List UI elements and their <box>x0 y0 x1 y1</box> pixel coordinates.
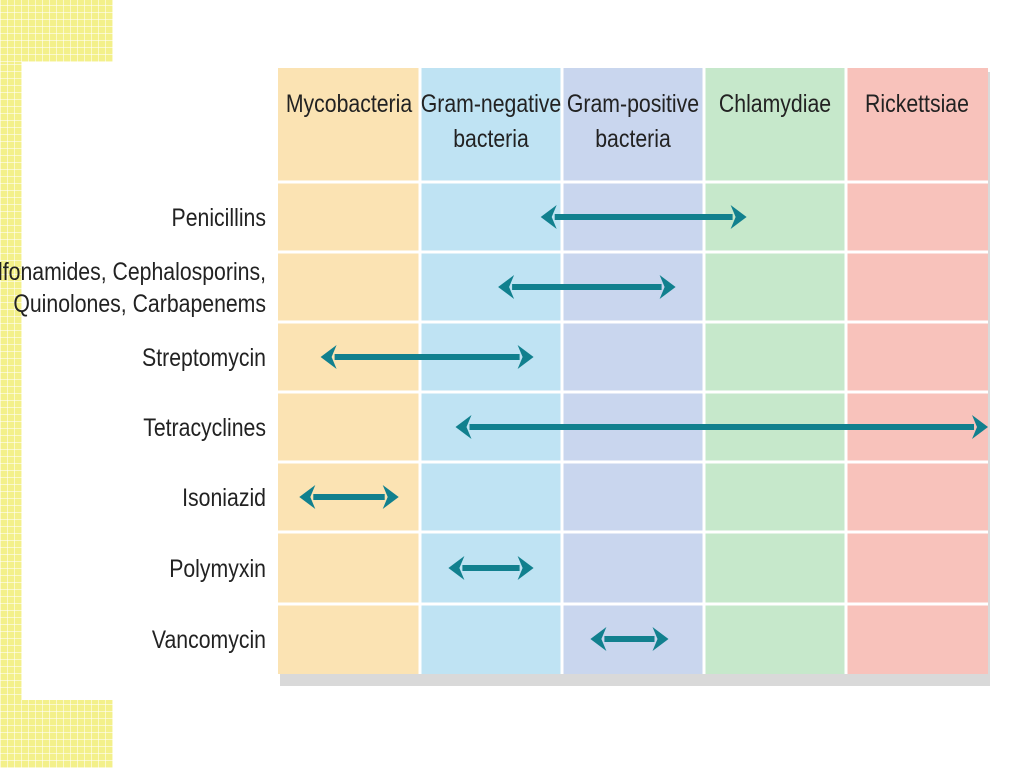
column-header-2: Gram-negative bacteria <box>421 89 561 152</box>
arrow-head-left-1 <box>540 205 557 229</box>
column-header-4: Chlamydiae <box>719 89 831 117</box>
row-label-line: Vancomycin <box>152 625 266 653</box>
column-header-3: Gram-positive bacteria <box>567 89 699 152</box>
arrow-head-left-2 <box>498 275 515 299</box>
column-header-line: Gram-negative <box>421 89 561 117</box>
arrow-head-right-5 <box>382 485 399 509</box>
arrow-head-left-5 <box>299 485 316 509</box>
arrow-shaft-5 <box>313 494 385 500</box>
row-label-7: Vancomycin <box>152 625 266 653</box>
column-header-line: Rickettsiae <box>865 89 969 117</box>
arrow-head-left-4 <box>455 415 472 439</box>
column-background-5 <box>846 68 988 674</box>
column-header-line: Gram-positive <box>567 89 699 117</box>
arrow-shaft-7 <box>604 636 655 642</box>
column-header-line: Mycobacteria <box>286 89 412 117</box>
column-background-2 <box>420 68 562 674</box>
row-label-3: Streptomycin <box>142 343 266 371</box>
arrow-shaft-6 <box>462 565 520 571</box>
column-header-line: bacteria <box>453 124 529 152</box>
row-label-line: Quinolones, Carbapenems <box>13 289 266 317</box>
arrow-head-left-3 <box>320 345 337 369</box>
row-label-4: Tetracyclines <box>143 413 266 441</box>
row-label-1: Penicillins <box>172 203 266 231</box>
arrow-head-right-3 <box>517 345 534 369</box>
column-header-1: Mycobacteria <box>286 89 412 117</box>
arrow-shaft-1 <box>554 214 733 220</box>
arrow-head-right-6 <box>517 556 534 580</box>
decorative-strip-bottom <box>0 700 113 768</box>
row-label-line: Sulfonamides, Cephalosporins, <box>0 257 266 285</box>
row-label-line: Tetracyclines <box>143 413 266 441</box>
column-background-3 <box>562 68 704 674</box>
row-label-2: Sulfonamides, Cephalosporins, Quinolones,… <box>0 257 266 317</box>
slide-panel <box>22 62 282 700</box>
column-header-line: bacteria <box>595 124 671 152</box>
arrow-shaft-2 <box>512 284 662 290</box>
arrow-head-right-4 <box>972 415 988 439</box>
decorative-strip-left <box>0 62 22 702</box>
arrow-head-right-2 <box>659 275 676 299</box>
arrow-shaft-4 <box>469 424 974 430</box>
row-label-line: Penicillins <box>172 203 266 231</box>
row-label-line: Isoniazid <box>182 483 266 511</box>
column-background-1 <box>278 68 420 674</box>
column-header-5: Rickettsiae <box>865 89 969 117</box>
column-background-4 <box>704 68 846 674</box>
row-label-6: Polymyxin <box>169 554 266 582</box>
arrow-head-left-7 <box>590 627 607 651</box>
row-label-line: Polymyxin <box>169 554 266 582</box>
decorative-strip-top <box>0 0 113 62</box>
row-label-5: Isoniazid <box>182 483 266 511</box>
arrow-head-right-1 <box>730 205 747 229</box>
arrow-head-right-7 <box>652 627 669 651</box>
arrow-head-left-6 <box>448 556 465 580</box>
arrow-shaft-3 <box>334 354 520 360</box>
row-label-line: Streptomycin <box>142 343 266 371</box>
column-header-line: Chlamydiae <box>719 89 831 117</box>
